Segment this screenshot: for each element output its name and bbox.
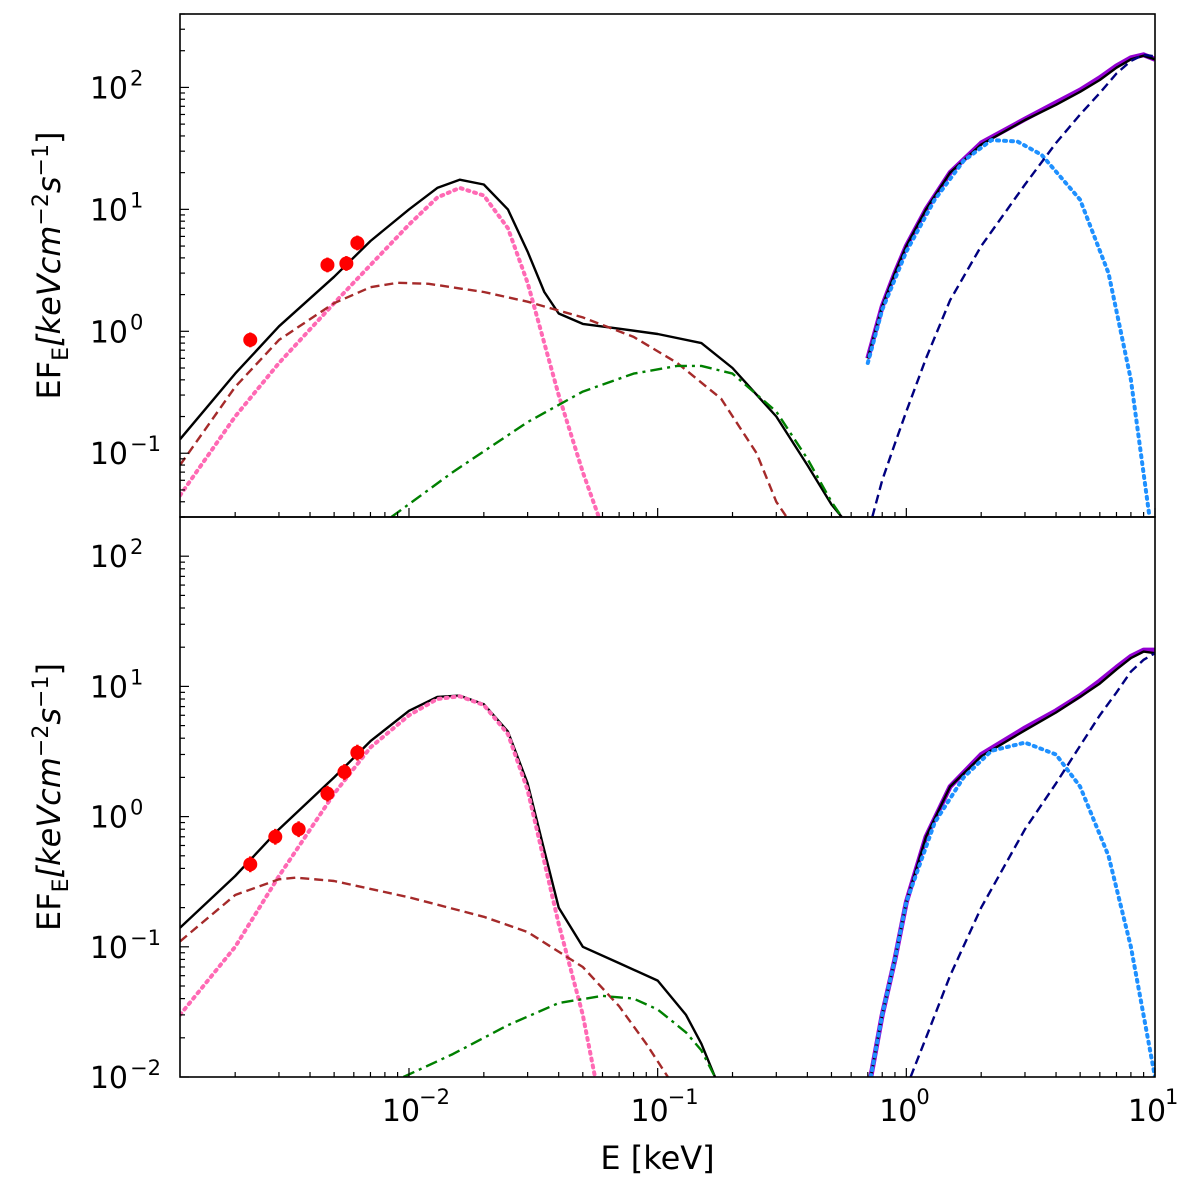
data-point <box>291 822 306 837</box>
series-line-6 <box>868 740 1155 1077</box>
y-tick-label-exponent: −2 <box>130 1056 161 1080</box>
x-tick-label-exponent: −2 <box>419 1085 450 1109</box>
series-line-7 <box>909 652 1155 1077</box>
axes-frame <box>179 516 1156 1078</box>
x-tick-label: 10 <box>631 1094 669 1129</box>
data-point <box>320 257 335 272</box>
y-axis-label: EFE[keVcm−2s−1] <box>29 132 74 400</box>
series-line-2 <box>180 876 669 1077</box>
data-point <box>339 256 354 271</box>
y-tick-label: 10 <box>90 1061 128 1096</box>
y-tick-label: 10 <box>90 71 128 106</box>
x-tick-label: 10 <box>1128 1094 1166 1129</box>
data-point <box>320 786 335 801</box>
y-axis-label: EFE[keVcm−2s−1] <box>29 663 74 931</box>
data-point <box>268 829 283 844</box>
y-tick-label-exponent: 2 <box>130 535 143 559</box>
data-point <box>337 765 352 780</box>
x-tick-label-exponent: −1 <box>668 1085 699 1109</box>
series-line-4 <box>865 52 1155 360</box>
y-tick-label: 10 <box>90 437 128 472</box>
y-tick-label: 10 <box>90 670 128 705</box>
series-line-6 <box>865 138 1152 517</box>
series-line-0 <box>180 178 843 517</box>
y-tick-label-exponent: 2 <box>130 66 143 90</box>
y-tick-label: 10 <box>90 540 128 575</box>
series-line-2 <box>180 281 788 517</box>
data-point <box>243 857 258 872</box>
series-line-3 <box>390 364 843 517</box>
x-tick-label: 10 <box>879 1094 917 1129</box>
x-tick-label-exponent: 0 <box>916 1085 929 1109</box>
data-point <box>243 332 258 347</box>
y-tick-label-exponent: −1 <box>130 926 161 950</box>
plot-area <box>180 52 1155 517</box>
y-tick-label-exponent: 0 <box>130 310 143 334</box>
y-tick-label: 10 <box>90 193 128 228</box>
data-point <box>350 745 365 760</box>
plot-area <box>180 647 1155 1077</box>
series-line-5 <box>866 54 1155 359</box>
y-tick-label: 10 <box>90 931 128 966</box>
y-tick-label: 10 <box>90 315 128 350</box>
series-line-7 <box>871 53 1155 517</box>
y-tick-label-exponent: −1 <box>130 432 161 456</box>
series-line-1 <box>180 185 601 517</box>
y-tick-label: 10 <box>90 801 128 836</box>
series-line-0 <box>180 694 717 1077</box>
data-point <box>350 235 365 250</box>
y-tick-label-exponent: 1 <box>130 188 143 212</box>
y-tick-label-exponent: 0 <box>130 796 143 820</box>
x-tick-label-exponent: 1 <box>1165 1085 1178 1109</box>
y-tick-label-exponent: 1 <box>130 665 143 689</box>
series-line-1 <box>180 694 597 1077</box>
series-line-3 <box>402 994 717 1077</box>
x-axis-label: E [keV] <box>600 1139 714 1177</box>
x-tick-label: 10 <box>382 1094 420 1129</box>
